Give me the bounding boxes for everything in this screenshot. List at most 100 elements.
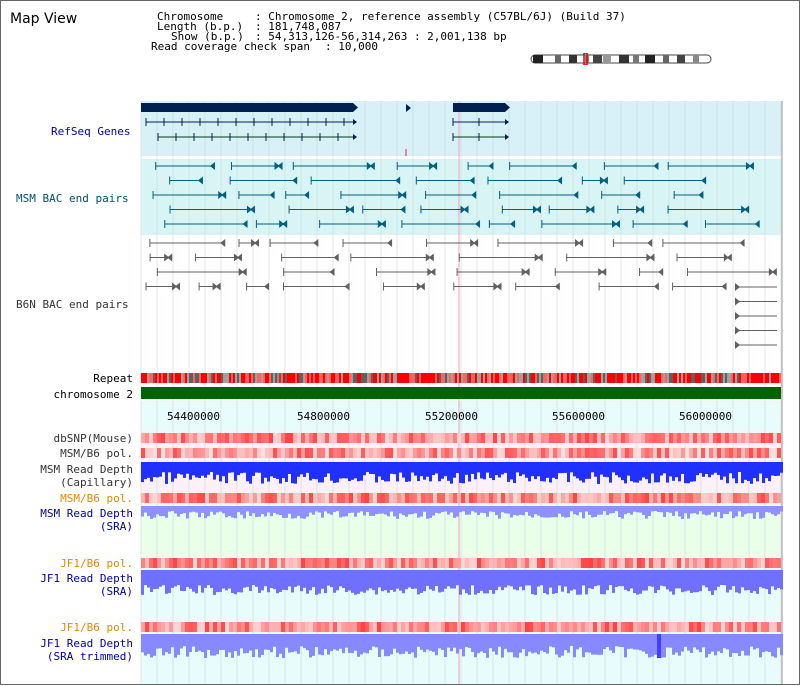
jf1-b6-pol-trimmed-label[interactable]: JF1/B6 pol.	[60, 621, 133, 634]
heat-cell	[597, 433, 601, 443]
depth-bar	[447, 634, 450, 648]
depth-bar	[315, 506, 318, 512]
heat-cell	[197, 448, 201, 458]
depth-bar	[180, 570, 183, 591]
depth-bar	[267, 634, 270, 650]
heat-cell	[273, 433, 277, 443]
repeat-segment	[521, 373, 523, 383]
heat-cell	[233, 558, 237, 568]
depth-bar	[240, 570, 243, 593]
repeat-segment	[447, 373, 449, 383]
heat-cell	[621, 622, 625, 632]
repeat-segment	[671, 373, 673, 383]
heat-cell	[305, 433, 309, 443]
heat-cell	[605, 622, 609, 632]
depth-bar	[435, 570, 438, 586]
jf1-read-depth-sra-label[interactable]: JF1 Read Depth (SRA)	[40, 572, 133, 598]
depth-bar	[336, 506, 339, 512]
depth-bar	[747, 506, 750, 514]
bac-end-arrow	[238, 268, 244, 276]
heat-cell	[749, 493, 753, 503]
heat-cell	[237, 433, 241, 443]
depth-bar	[513, 506, 516, 515]
heat-cell	[429, 558, 433, 568]
repeat-segment	[259, 373, 261, 383]
depth-bar	[276, 570, 279, 594]
b6n-bac-features[interactable]	[145, 239, 777, 349]
depth-bar	[141, 570, 144, 595]
depth-bar	[246, 462, 249, 482]
heat-cell	[713, 448, 717, 458]
depth-bar	[237, 570, 240, 593]
heat-cell	[381, 622, 385, 632]
b6n-bac-label[interactable]: B6N BAC end pairs	[16, 298, 129, 311]
repeat-segment	[453, 373, 455, 383]
msm-bac-label[interactable]: MSM BAC end pairs	[16, 192, 129, 205]
msm-b6-pol-label[interactable]: MSM/B6 pol.	[60, 447, 133, 460]
depth-bar	[414, 634, 417, 658]
depth-bar	[357, 462, 360, 482]
repeat-segment	[361, 373, 363, 383]
jf1-read-depth-trimmed-label[interactable]: JF1 Read Depth (SRA trimmed)	[40, 637, 133, 663]
repeat-segment	[701, 373, 703, 383]
depth-bar	[363, 570, 366, 593]
repeat-segment	[285, 373, 287, 383]
repeat-segment	[275, 373, 277, 383]
depth-bar	[450, 462, 453, 484]
depth-bar	[264, 634, 267, 650]
repeat-segment	[539, 373, 541, 383]
bac-end-arrow	[771, 268, 777, 276]
bac-end-arrow	[249, 205, 255, 214]
depth-bar	[225, 506, 228, 518]
depth-bar	[333, 570, 336, 593]
repeat-segment	[769, 373, 771, 383]
depth-bar	[699, 506, 702, 512]
repeat-segment	[219, 373, 221, 383]
heat-cell	[281, 448, 285, 458]
msm-read-depth-capillary-label[interactable]: MSM Read Depth (Capillary)	[40, 463, 133, 489]
heat-cell	[417, 558, 421, 568]
heat-cell	[285, 558, 289, 568]
refseq-gene-features[interactable]	[141, 103, 510, 156]
repeat-segment	[397, 373, 399, 383]
heat-cell	[613, 433, 617, 443]
depth-bar	[402, 506, 405, 516]
repeat-segment	[421, 373, 423, 383]
depth-bar	[582, 634, 585, 658]
depth-bar	[582, 462, 585, 483]
msm-b6-pol-sra-label[interactable]: MSM/B6 pol.	[60, 492, 133, 505]
depth-bar	[321, 634, 324, 656]
heat-cell	[313, 448, 317, 458]
depth-bar	[213, 506, 216, 515]
depth-bar	[669, 634, 672, 648]
heat-cell	[313, 433, 317, 443]
heat-cell	[149, 493, 153, 503]
heat-cell	[669, 433, 673, 443]
depth-bar	[366, 506, 369, 512]
chromosome-ideogram[interactable]	[529, 53, 713, 65]
msm-read-depth-sra-label[interactable]: MSM Read Depth (SRA)	[40, 507, 133, 533]
heat-cell	[621, 433, 625, 443]
depth-bar	[417, 462, 420, 482]
depth-bar	[453, 506, 456, 518]
depth-bar	[522, 462, 525, 475]
depth-bar	[516, 570, 519, 591]
refseq-genes-label[interactable]: RefSeq Genes	[51, 125, 131, 138]
depth-bar	[537, 570, 540, 587]
heat-cell	[469, 433, 473, 443]
heat-cell	[741, 433, 745, 443]
heat-cell	[261, 622, 265, 632]
jf1-b6-pol-label[interactable]: JF1/B6 pol.	[60, 557, 133, 570]
depth-bar	[537, 506, 540, 516]
heat-cell	[173, 433, 177, 443]
repeat-segment	[235, 373, 237, 383]
heat-cell	[169, 433, 173, 443]
heat-cell	[281, 622, 285, 632]
msm-bac-features[interactable]	[152, 162, 760, 228]
depth-bar	[645, 570, 648, 591]
repeat-segment	[627, 373, 629, 383]
heat-cell	[385, 448, 389, 458]
dbsnp-label[interactable]: dbSNP(Mouse)	[53, 432, 133, 445]
depth-bar	[231, 506, 234, 518]
